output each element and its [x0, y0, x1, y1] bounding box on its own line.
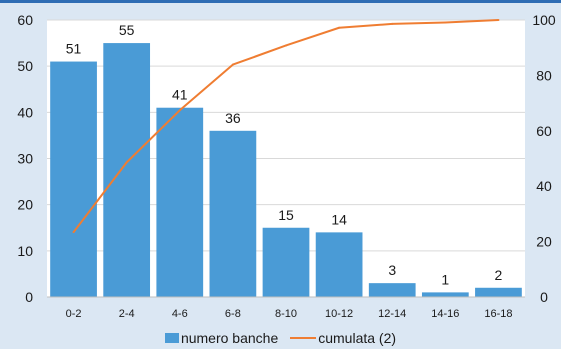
y-left-tick-label: 50 [17, 58, 33, 74]
legend-line-swatch [290, 337, 317, 339]
bar [156, 107, 204, 297]
legend-item-bars: numero banche [164, 330, 279, 346]
legend-label-line: cumulata (2) [318, 330, 397, 346]
y-left-tick-label: 40 [17, 104, 33, 120]
bar-data-label: 51 [66, 41, 82, 57]
bar [50, 61, 97, 297]
bar [368, 283, 416, 297]
bar-data-label: 1 [441, 271, 449, 287]
line-point [178, 109, 181, 112]
line-point [497, 19, 500, 21]
y-right-tick-label: 100 [532, 12, 556, 28]
x-tick-label: 8-10 [275, 308, 297, 320]
bar [103, 43, 151, 298]
y-right-tick-label: 20 [536, 234, 552, 250]
line-point [444, 21, 447, 24]
x-tick-label: 16-18 [484, 308, 512, 320]
x-tick-label: 4-6 [172, 308, 188, 320]
bar-data-label: 41 [172, 87, 188, 103]
y-left-tick-label: 30 [17, 151, 33, 167]
x-tick-label: 6-8 [225, 308, 241, 320]
x-tick-label: 12-14 [378, 308, 406, 320]
y-right-tick-label: 80 [536, 67, 552, 83]
line-point [285, 44, 287, 47]
bar [262, 227, 310, 297]
y-left-tick-label: 60 [17, 12, 33, 28]
bar-data-label: 55 [119, 22, 135, 38]
x-tick-label: 2-4 [119, 308, 135, 320]
legend-item-line: cumulata (2) [290, 330, 396, 346]
bar-data-label: 2 [495, 267, 503, 283]
bar-data-label: 36 [225, 110, 241, 126]
bar [421, 292, 469, 297]
bar-data-label: 15 [278, 207, 294, 223]
line-point [338, 26, 341, 29]
y-right-tick-label: 60 [536, 123, 552, 139]
bar-data-label: 14 [331, 211, 347, 227]
y-left-tick-label: 10 [17, 243, 33, 259]
y-left-tick-label: 0 [25, 289, 33, 305]
line-point [391, 22, 394, 25]
line-point [125, 161, 128, 164]
bar [475, 287, 522, 297]
top-accent-rule [0, 0, 561, 3]
legend: numero banche cumulata (2) [0, 328, 561, 348]
legend-label-bars: numero banche [180, 330, 279, 346]
line-point [231, 63, 234, 66]
x-tick-label: 0-2 [66, 308, 82, 320]
line-point [72, 231, 75, 234]
legend-bar-swatch [164, 333, 179, 343]
bar [209, 130, 257, 297]
bar [315, 232, 363, 297]
y-left-tick-label: 20 [17, 197, 33, 213]
y-right-tick-label: 0 [540, 289, 548, 305]
pareto-chart: 0 10 20 30 40 50 60 0 20 40 60 80 100 51 0-2 55 2-4 41 4-6… [17, 12, 556, 320]
x-tick-label: 14-16 [431, 308, 459, 320]
bar-data-label: 3 [388, 262, 396, 278]
y-right-tick-label: 40 [536, 178, 552, 194]
x-tick-label: 10-12 [325, 308, 353, 320]
